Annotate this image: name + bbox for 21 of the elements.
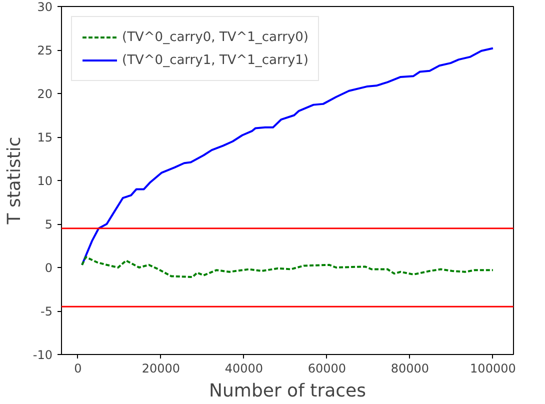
x-tick-label: 80000 <box>390 362 430 376</box>
line-series <box>81 47 494 266</box>
x-tick-label: 40000 <box>224 362 264 376</box>
x-tick-label: 20000 <box>142 362 180 376</box>
legend-label: (TV^0_carry0, TV^1_carry0) <box>122 30 308 44</box>
y-tick-label: 0 <box>44 261 53 275</box>
y-tick-label: 15 <box>37 130 53 144</box>
x-tick-label: 60000 <box>308 362 346 376</box>
y-tick-label: -5 <box>40 304 53 318</box>
y-axis-title: T statistic <box>4 136 25 226</box>
y-tick-label: 10 <box>37 174 53 188</box>
legend-label: (TV^0_carry1, TV^1_carry1) <box>122 52 308 68</box>
x-tick-label: 0 <box>74 362 82 376</box>
y-tick-label: 20 <box>37 87 53 101</box>
y-tick-label: 25 <box>37 44 53 58</box>
y-tick-label: -10 <box>32 348 53 362</box>
x-axis-title: Number of traces <box>209 380 366 402</box>
x-tick-label: 100000 <box>470 362 516 376</box>
y-tick-label: 5 <box>44 218 53 232</box>
line-series <box>81 256 494 278</box>
y-tick-label: 30 <box>37 0 53 14</box>
